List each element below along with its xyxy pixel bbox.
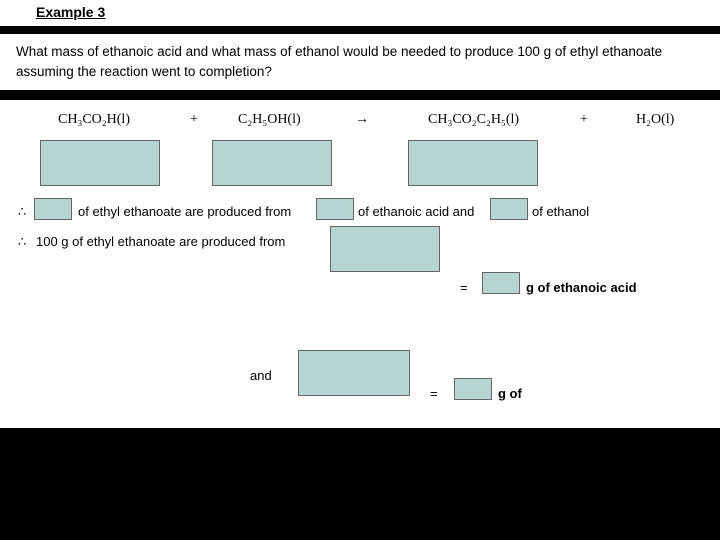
example-title: Example 3 <box>36 4 105 20</box>
line2-a: 100 g of ethyl ethanoate are produced fr… <box>36 234 285 249</box>
arrow: → <box>355 112 369 128</box>
therefore-2: ∴ <box>18 234 26 250</box>
answer-box-1[interactable] <box>40 140 160 186</box>
equals-1: = <box>460 280 468 295</box>
answer-box-4[interactable] <box>34 198 72 220</box>
answer-box-6[interactable] <box>490 198 528 220</box>
line1-a: of ethyl ethanoate are produced from <box>78 204 291 219</box>
answer-box-8[interactable] <box>482 272 520 294</box>
result-1: g of ethanoic acid <box>526 280 637 295</box>
answer-box-7[interactable] <box>330 226 440 272</box>
product-2: H₂O(l) <box>636 112 674 128</box>
line1-b: of ethanoic acid and <box>358 204 474 219</box>
answer-box-3[interactable] <box>408 140 538 186</box>
question-band: What mass of ethanoic acid and what mass… <box>0 34 720 90</box>
answer-box-2[interactable] <box>212 140 332 186</box>
result-2: g of <box>498 386 522 401</box>
equals-2: = <box>430 386 438 401</box>
answer-box-5[interactable] <box>316 198 354 220</box>
therefore-1: ∴ <box>18 204 26 220</box>
product-1: CH₃CO₂C₂H₅(l) <box>428 112 519 128</box>
reactant-1: CH₃CO₂H(l) <box>58 112 130 128</box>
title-band: Example 3 <box>0 0 720 26</box>
plus-1: + <box>190 112 198 128</box>
line1-c: of ethanol <box>532 204 589 219</box>
question-text: What mass of ethanoic acid and what mass… <box>16 44 662 79</box>
answer-box-10[interactable] <box>454 378 492 400</box>
plus-2: + <box>580 112 588 128</box>
answer-box-9[interactable] <box>298 350 410 396</box>
ethanol-label: ethanol <box>546 384 596 400</box>
work-band: ∴ of ethyl ethanoate are produced from o… <box>0 140 720 428</box>
and-label: and <box>250 368 272 383</box>
reactant-2: C₂H₅OH(l) <box>238 112 301 128</box>
equation-band: CH₃CO₂H(l) + C₂H₅OH(l) → CH₃CO₂C₂H₅(l) +… <box>0 100 720 140</box>
